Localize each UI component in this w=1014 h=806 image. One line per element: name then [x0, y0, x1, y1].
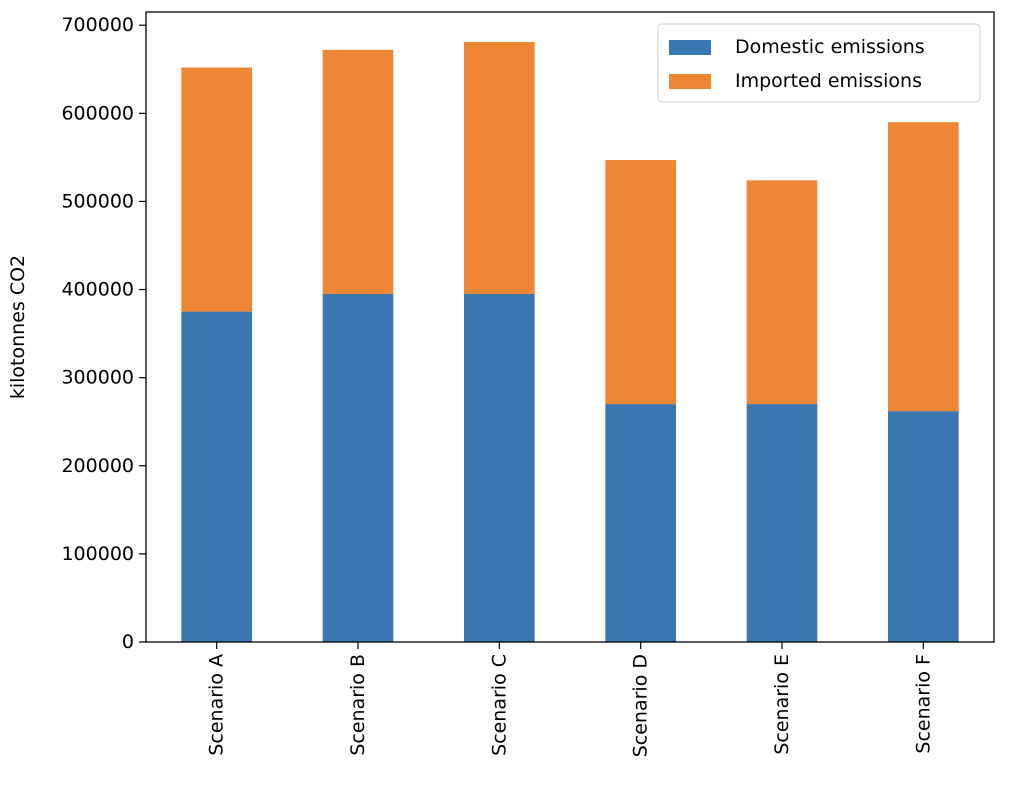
legend-swatch-imported — [669, 74, 711, 89]
x-tick-label: Scenario A — [206, 654, 228, 756]
bar-domestic-3 — [605, 404, 676, 642]
bar-imported-1 — [322, 49, 394, 294]
y-axis: 0 100000 200000 300000 400000 500000 600000 700… — [61, 14, 146, 653]
bars-group — [181, 41, 959, 642]
x-tick-label: Scenario D — [630, 654, 652, 757]
x-tick-label: Scenario F — [912, 654, 934, 754]
y-tick-label: 400000 — [61, 279, 134, 301]
x-tick-label: Scenario B — [347, 654, 369, 756]
y-tick-label: 200000 — [61, 455, 134, 477]
y-tick-label: 600000 — [61, 102, 134, 124]
bar-domestic-5 — [888, 411, 959, 642]
y-tick-label: 700000 — [61, 14, 134, 36]
y-tick-label: 500000 — [61, 190, 134, 212]
legend-label-imported: Imported emissions — [735, 70, 922, 92]
legend-box — [657, 23, 981, 103]
plot-frame — [145, 11, 995, 643]
bar-imported-4 — [746, 180, 818, 405]
bar-domestic-0 — [181, 311, 252, 642]
x-tick-label: Scenario C — [488, 654, 510, 756]
legend: Domestic emissions Imported emissions — [657, 23, 981, 103]
bar-domestic-2 — [464, 293, 535, 642]
y-axis-label: kilotonnes CO2 — [7, 255, 29, 399]
bar-imported-2 — [464, 41, 535, 294]
bar-imported-0 — [181, 67, 252, 312]
legend-label-domestic: Domestic emissions — [735, 36, 925, 58]
x-tick-label: Scenario E — [771, 654, 793, 755]
bar-domestic-4 — [746, 404, 818, 642]
bar-imported-3 — [605, 160, 676, 405]
x-axis: Scenario A Scenario B Scenario C Scenario D… — [206, 642, 934, 757]
y-tick-label: 300000 — [61, 367, 134, 389]
bar-imported-5 — [888, 122, 959, 412]
bar-domestic-1 — [322, 293, 394, 642]
legend-swatch-domestic — [669, 40, 711, 55]
y-tick-label: 100000 — [61, 543, 134, 565]
y-tick-label: 0 — [122, 631, 134, 653]
